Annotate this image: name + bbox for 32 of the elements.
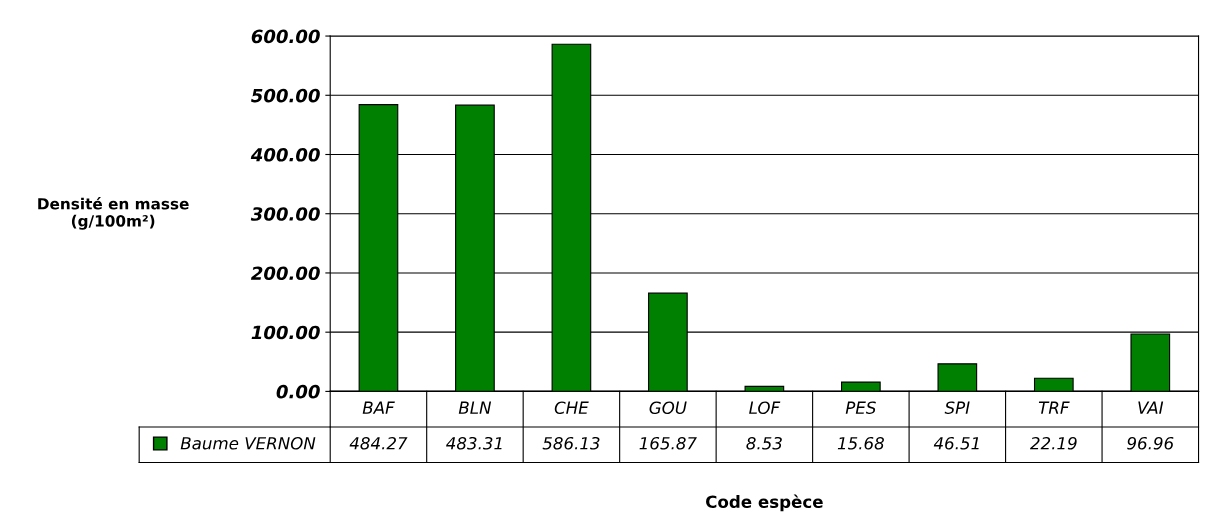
data-label: 22.19 (1030, 436, 1077, 450)
data-label: 165.87 (639, 436, 697, 450)
y-tick-label: 200.00 (250, 266, 320, 281)
y-tick-label: 0.00 (276, 384, 320, 399)
x-tick-label: CHE (554, 401, 589, 414)
data-label: 46.51 (933, 436, 979, 450)
bar (1033, 377, 1074, 392)
y-tick-label: 100.00 (251, 325, 320, 340)
data-label: 8.53 (746, 436, 782, 450)
y-tick-label: 500.00 (251, 88, 320, 103)
data-label: 586.13 (542, 436, 600, 450)
x-tick-label: SPI (944, 401, 970, 414)
x-tick-label: LOF (749, 401, 781, 414)
data-label: 15.68 (837, 436, 884, 450)
x-axis-title: Code espèce (706, 494, 823, 512)
y-tick-label: 600.00 (251, 29, 320, 44)
x-tick-label: BAF (362, 401, 395, 414)
x-tick-label: PES (845, 401, 876, 414)
x-tick-label: BLN (458, 401, 492, 414)
y-tick-label: 400.00 (250, 147, 320, 162)
y-axis-title: Densité en masse (g/100m²) (38, 197, 189, 230)
y-tick-label: 300.00 (250, 207, 320, 221)
data-label: 484.27 (349, 436, 408, 450)
x-tick-label: TRF (1038, 401, 1070, 414)
bar (744, 385, 785, 392)
data-label: 96.96 (1127, 436, 1174, 450)
legend-label: Baume VERNON (180, 436, 316, 450)
x-tick-label: VAI (1138, 401, 1164, 414)
bar (841, 381, 881, 392)
x-tick-label: GOU (649, 401, 687, 414)
bar (937, 363, 978, 392)
data-label: 483.31 (446, 436, 502, 450)
